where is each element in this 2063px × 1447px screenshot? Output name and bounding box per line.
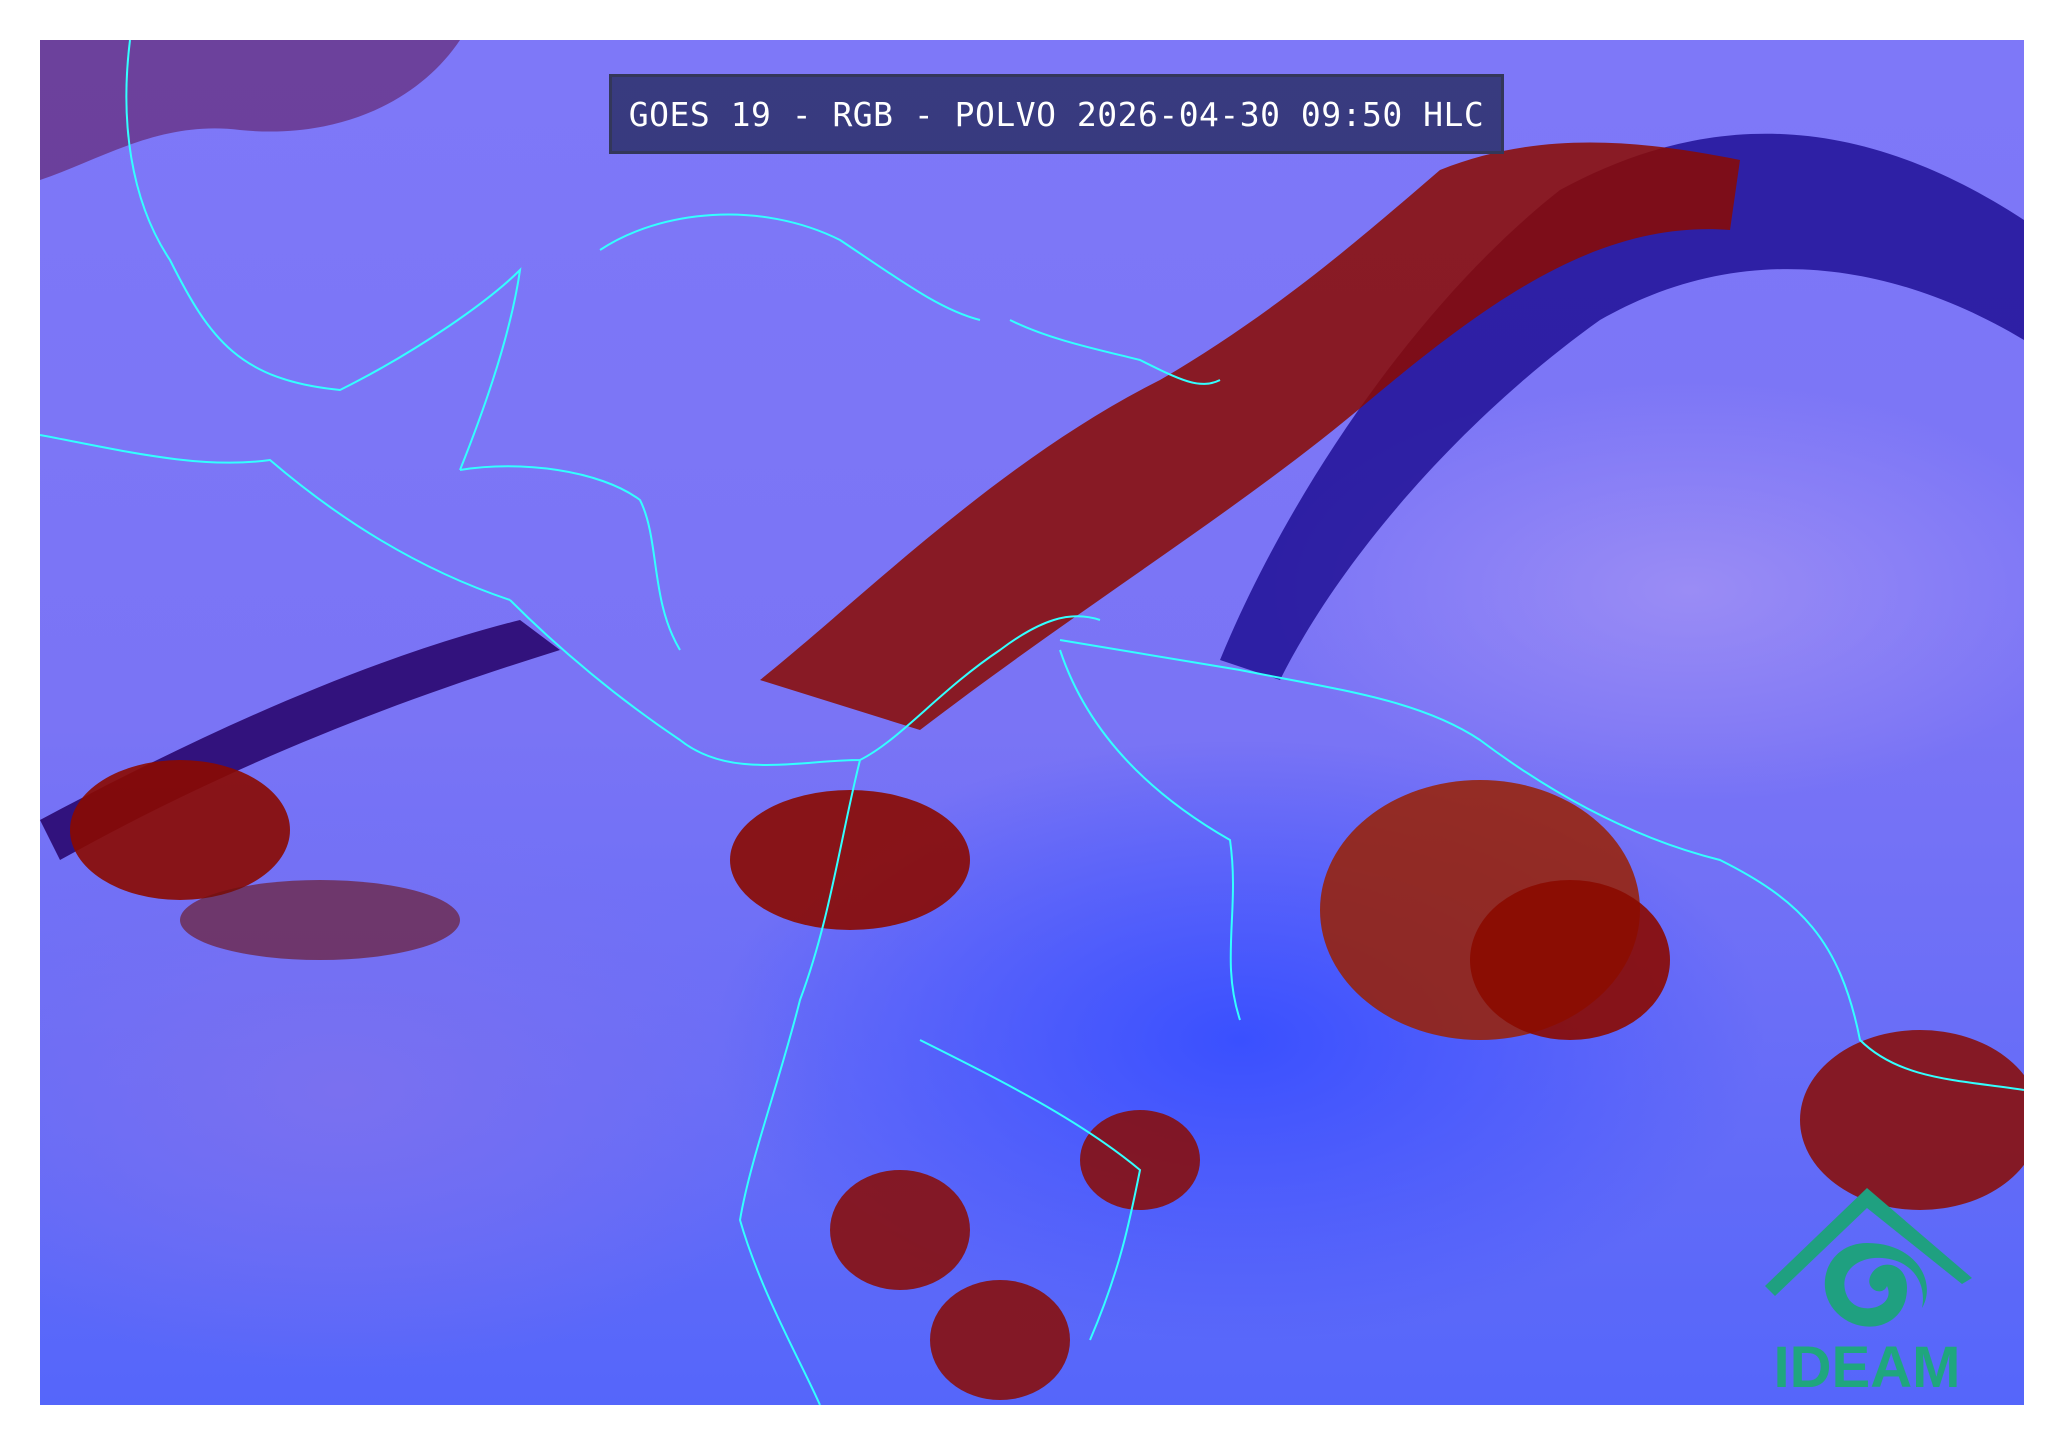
border-colombia-venezuela <box>1059 649 1241 1021</box>
coastline-south-america-north <box>1059 639 2024 1091</box>
cloud-band-northeast <box>1220 133 2024 681</box>
coastline-pacific-mexico <box>40 434 511 601</box>
coastline-gulf-of-mexico <box>125 40 522 471</box>
storm-cell <box>1080 1110 1200 1210</box>
coastline-caribbean-honduras <box>459 465 681 651</box>
storm-band-caribbean <box>760 142 1740 730</box>
storm-cell <box>70 760 290 900</box>
ideam-logo-icon <box>1765 1188 1972 1327</box>
coastline-layer <box>40 40 2024 1405</box>
storm-cell <box>180 880 460 960</box>
storm-cell <box>1470 880 1670 1040</box>
coastline-cuba <box>599 213 981 321</box>
ideam-logo: IDEAM <box>1757 1178 1977 1403</box>
satellite-overlay <box>40 40 2024 1405</box>
storm-cell <box>830 1170 970 1290</box>
title-text: GOES 19 - RGB - POLVO 2026-04-30 09:50 H… <box>628 94 1485 134</box>
title-banner: GOES 19 - RGB - POLVO 2026-04-30 09:50 H… <box>609 74 1504 154</box>
coastline-central-america <box>509 599 1101 766</box>
coastline-pacific-colombia <box>738 759 861 1405</box>
satellite-image-map[interactable] <box>40 40 2024 1405</box>
storm-cell <box>930 1280 1070 1400</box>
storm-cell <box>730 790 970 930</box>
border-colombia-peru <box>919 1039 1142 1341</box>
coastline-hispaniola <box>1009 319 1221 385</box>
storm-cell <box>1800 1030 2024 1210</box>
cloud-band-layer <box>40 40 2024 1400</box>
logo-text: IDEAM <box>1773 1335 1961 1400</box>
storm-north-edge <box>40 40 460 180</box>
